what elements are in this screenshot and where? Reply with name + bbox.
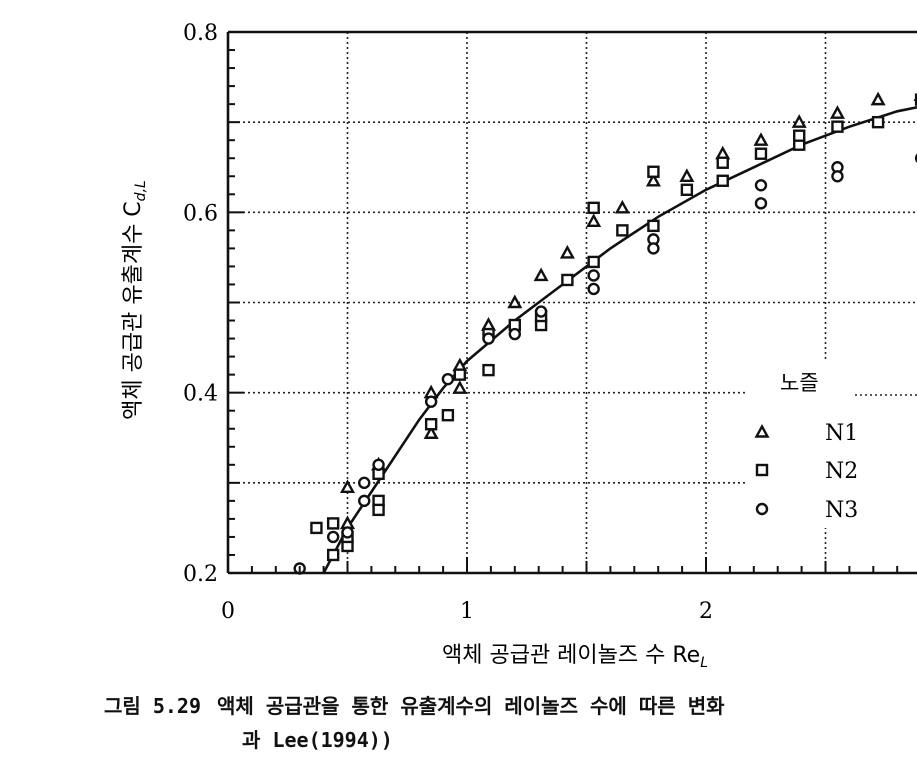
legend-label: N1 (825, 421, 858, 446)
legend-label: N2 (825, 459, 858, 484)
data-point-n2 (587, 201, 600, 215)
data-point-n1 (586, 213, 602, 228)
data-point-n3 (831, 170, 844, 183)
legend-label: N3 (825, 498, 858, 523)
data-point-n2 (831, 120, 844, 133)
y-tick-label: 0.4 (183, 382, 218, 407)
data-point-n3 (441, 372, 455, 386)
data-point-n2 (310, 521, 323, 535)
figure-number: 그림 5.29 (104, 694, 202, 718)
data-point-n2 (561, 273, 574, 287)
data-point-n3 (587, 269, 600, 282)
data-point-n1 (339, 479, 356, 494)
data-point-n2 (647, 219, 660, 233)
data-point-n1 (507, 294, 523, 309)
data-point-n3 (341, 526, 354, 539)
figure-caption: 그림 5.29 액체 공급관을 통한 유출계수의 레이놀즈 수에 따른 변화 (104, 690, 725, 719)
data-point-n2 (647, 165, 660, 178)
data-point-n3 (587, 282, 600, 296)
x-tick-label: 2 (699, 599, 713, 624)
data-point-n1 (829, 105, 845, 119)
data-point-n1 (614, 199, 630, 214)
data-point-n1 (791, 114, 807, 128)
data-point-n3 (508, 327, 521, 341)
data-point-n1 (423, 425, 439, 439)
figure-caption-continuation: 과 Lee(1994)) (242, 728, 393, 752)
x-tick-label: 1 (460, 599, 474, 624)
data-point-n2 (793, 129, 806, 142)
y-tick-label: 0.2 (183, 562, 218, 587)
y-tick-label: 0.8 (183, 21, 218, 46)
data-point-n1 (753, 132, 769, 146)
data-point-n3 (358, 476, 371, 490)
legend: 노즐 N1 N2 N3 (748, 360, 917, 528)
data-point-n1 (679, 168, 695, 182)
x-tick-label: 0 (221, 599, 235, 624)
data-point-n2 (441, 409, 455, 422)
data-point-n3 (326, 530, 340, 544)
data-point-n2 (616, 224, 629, 237)
data-point-n2 (754, 147, 768, 160)
data-point-n3 (754, 197, 768, 210)
data-point-n3 (754, 179, 768, 192)
data-point-n3 (424, 395, 438, 408)
data-point-n1 (870, 91, 886, 106)
data-point-n2 (372, 503, 385, 517)
y-axis-label: 액체 공급관 유출계수 Cd,L (121, 180, 149, 420)
x-axis-label: 액체 공급관 레이놀즈 수 ReL (442, 643, 708, 671)
data-point-n1 (645, 172, 661, 187)
legend-marker-circle (755, 502, 769, 516)
data-point-n2 (482, 363, 495, 377)
data-point-n3 (647, 242, 660, 255)
data-point-n2 (587, 255, 600, 269)
data-point-n2 (716, 174, 729, 187)
data-point-n1 (533, 267, 549, 282)
data-point-n3 (358, 494, 371, 508)
figure-caption-text: 액체 공급관을 통한 유출계수의 레이놀즈 수에 따른 변화 (217, 694, 725, 718)
data-point-n2 (871, 115, 885, 129)
data-point-n1 (452, 380, 468, 394)
legend-marker-triangle (754, 424, 770, 438)
data-point-n2 (326, 517, 340, 530)
data-point-n2 (453, 368, 467, 381)
data-point-n3 (482, 332, 495, 345)
data-point-n2 (716, 156, 729, 169)
data-point-n3 (372, 458, 385, 471)
data-point-n1 (559, 244, 575, 259)
data-point-n2 (326, 548, 340, 562)
data-point-n3 (534, 305, 548, 318)
legend-background (748, 360, 917, 528)
legend-marker-square (755, 463, 769, 477)
y-tick-label: 0.6 (183, 201, 218, 226)
legend-title: 노즐 (780, 371, 819, 395)
data-point-n2 (680, 183, 694, 196)
data-point-n2 (424, 418, 438, 431)
